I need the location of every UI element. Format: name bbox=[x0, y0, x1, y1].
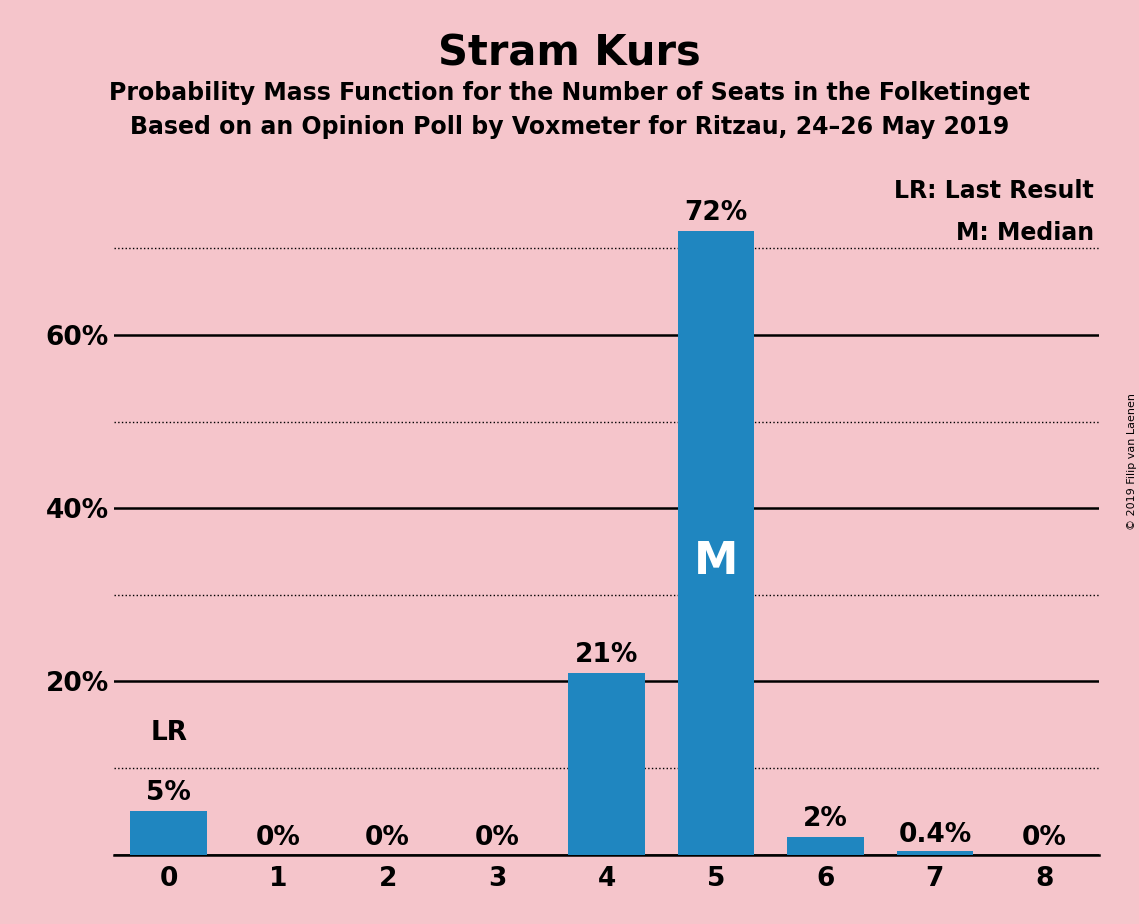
Text: Probability Mass Function for the Number of Seats in the Folketinget: Probability Mass Function for the Number… bbox=[109, 81, 1030, 105]
Bar bbox=[568, 673, 645, 855]
Bar bbox=[787, 837, 863, 855]
Text: M: Median: M: Median bbox=[956, 221, 1095, 245]
Text: 2%: 2% bbox=[803, 806, 847, 833]
Text: 0%: 0% bbox=[366, 825, 410, 851]
Text: LR: Last Result: LR: Last Result bbox=[894, 179, 1095, 203]
Text: © 2019 Filip van Laenen: © 2019 Filip van Laenen bbox=[1126, 394, 1137, 530]
Bar bbox=[896, 851, 973, 855]
Text: 72%: 72% bbox=[685, 200, 747, 225]
Bar bbox=[678, 231, 754, 855]
Text: 0%: 0% bbox=[1022, 825, 1067, 851]
Text: 0.4%: 0.4% bbox=[899, 821, 972, 848]
Text: Based on an Opinion Poll by Voxmeter for Ritzau, 24–26 May 2019: Based on an Opinion Poll by Voxmeter for… bbox=[130, 115, 1009, 139]
Text: M: M bbox=[694, 540, 738, 583]
Text: 0%: 0% bbox=[255, 825, 301, 851]
Text: 21%: 21% bbox=[575, 641, 638, 667]
Text: Stram Kurs: Stram Kurs bbox=[439, 32, 700, 74]
Text: LR: LR bbox=[150, 721, 187, 747]
Text: 0%: 0% bbox=[475, 825, 519, 851]
Bar bbox=[130, 811, 207, 855]
Text: 5%: 5% bbox=[146, 780, 191, 806]
